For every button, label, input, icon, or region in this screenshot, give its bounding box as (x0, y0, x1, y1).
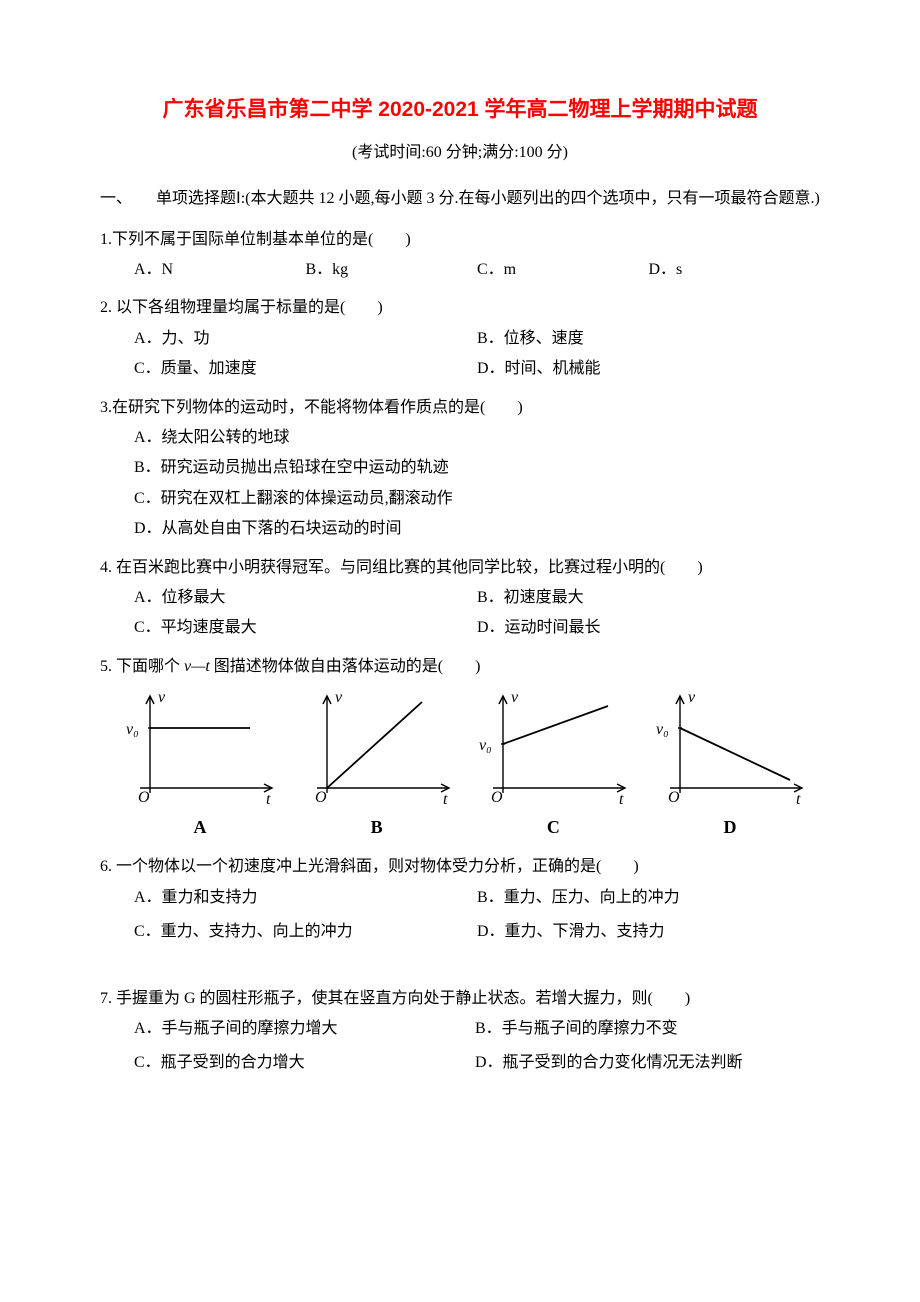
graph-c-ylabel: v (511, 689, 519, 706)
q3-opt-a: A．绕太阳公转的地球 (134, 423, 820, 453)
q7-opt-c: C．瓶子受到的合力增大 (134, 1048, 415, 1078)
graph-d-origin: O (668, 789, 680, 806)
graph-d-svg: v v₀ O t (650, 688, 810, 808)
graph-a-svg: v v₀ O t (120, 688, 280, 808)
q4-opt-d: D．运动时间最长 (477, 613, 820, 643)
q2-opt-a: A．力、功 (134, 324, 477, 354)
graph-a-origin: O (138, 789, 150, 806)
question-2: 2. 以下各组物理量均属于标量的是( ) A．力、功 B．位移、速度 C．质量、… (100, 293, 820, 384)
question-7: 7. 手握重为 G 的圆柱形瓶子，使其在竖直方向处于静止状态。若增大握力，则( … (100, 984, 820, 1079)
q6-opt-d: D．重力、下滑力、支持力 (477, 917, 820, 947)
q5-text: 5. 下面哪个 v—t 图描述物体做自由落体运动的是( ) (100, 652, 820, 682)
q1-opt-c: C．m (477, 255, 649, 285)
section-num: 一、 (100, 184, 132, 214)
q3-opt-c: C．研究在双杠上翻滚的体操运动员,翻滚动作 (134, 484, 820, 514)
q1-opt-a: A．N (134, 255, 306, 285)
exam-subtitle: (考试时间:60 分钟;满分:100 分) (100, 138, 820, 168)
q7-text: 7. 手握重为 G 的圆柱形瓶子，使其在竖直方向处于静止状态。若增大握力，则( … (100, 984, 820, 1014)
q2-opt-d: D．时间、机械能 (477, 354, 820, 384)
graph-b-ylabel: v (335, 689, 343, 706)
graph-a-v0: v₀ (126, 721, 139, 738)
q3-text: 3.在研究下列物体的运动时，不能将物体看作质点的是( ) (100, 393, 820, 423)
graph-a-label: A (120, 810, 280, 844)
graph-c-svg: v v₀ O t (473, 688, 633, 808)
q3-opt-b: B．研究运动员抛出点铅球在空中运动的轨迹 (134, 453, 820, 483)
q5-var: v—t (184, 658, 214, 675)
q1-opt-d: D．s (649, 255, 821, 285)
q7-opt-b: B．手与瓶子间的摩擦力不变 (475, 1014, 820, 1044)
question-4: 4. 在百米跑比赛中小明获得冠军。与同组比赛的其他同学比较，比赛过程小明的( )… (100, 553, 820, 644)
q6-opt-c: C．重力、支持力、向上的冲力 (134, 917, 477, 947)
q5-suffix: 图描述物体做自由落体运动的是( ) (214, 658, 481, 675)
graph-d-label: D (650, 810, 810, 844)
q7-opt-a: A．手与瓶子间的摩擦力增大 (134, 1014, 415, 1044)
q6-opt-b: B．重力、压力、向上的冲力 (477, 883, 820, 913)
q6-opt-a: A．重力和支持力 (134, 883, 477, 913)
graph-b-xlabel: t (443, 791, 448, 808)
question-6: 6. 一个物体以一个初速度冲上光滑斜面，则对物体受力分析，正确的是( ) A．重… (100, 852, 820, 947)
graph-b-svg: v O t (297, 688, 457, 808)
q6-text: 6. 一个物体以一个初速度冲上光滑斜面，则对物体受力分析，正确的是( ) (100, 852, 820, 882)
q4-text: 4. 在百米跑比赛中小明获得冠军。与同组比赛的其他同学比较，比赛过程小明的( ) (100, 553, 820, 583)
q5-graphs: v v₀ O t A v O t B (100, 688, 820, 844)
q1-text: 1.下列不属于国际单位制基本单位的是( ) (100, 225, 820, 255)
graph-d-xlabel: t (796, 791, 801, 808)
question-5: 5. 下面哪个 v—t 图描述物体做自由落体运动的是( ) v v₀ O t A (100, 652, 820, 845)
q5-prefix: 5. 下面哪个 (100, 658, 184, 675)
graph-a-ylabel: v (158, 689, 166, 706)
graph-c-v0: v₀ (479, 737, 492, 754)
graph-a: v v₀ O t A (120, 688, 280, 844)
section-1-header: 一、 单项选择题Ⅰ:(本大题共 12 小题,每小题 3 分.在每小题列出的四个选… (100, 184, 820, 214)
graph-d-v0: v₀ (656, 721, 669, 738)
q2-opt-b: B．位移、速度 (477, 324, 820, 354)
q4-opt-b: B．初速度最大 (477, 583, 820, 613)
graph-d-ylabel: v (688, 689, 696, 706)
graph-a-xlabel: t (266, 791, 271, 808)
graph-c-xlabel: t (619, 791, 624, 808)
q4-opt-a: A．位移最大 (134, 583, 477, 613)
section-desc: 单项选择题Ⅰ:(本大题共 12 小题,每小题 3 分.在每小题列出的四个选项中，… (156, 184, 820, 214)
graph-d: v v₀ O t D (650, 688, 810, 844)
exam-title: 广东省乐昌市第二中学 2020-2021 学年高二物理上学期期中试题 (100, 90, 820, 130)
question-1: 1.下列不属于国际单位制基本单位的是( ) A．N B．kg C．m D．s (100, 225, 820, 286)
q2-opt-c: C．质量、加速度 (134, 354, 477, 384)
q1-opt-b: B．kg (306, 255, 478, 285)
graph-b: v O t B (297, 688, 457, 844)
q3-opt-d: D．从高处自由下落的石块运动的时间 (134, 514, 820, 544)
graph-b-label: B (297, 810, 457, 844)
q4-opt-c: C．平均速度最大 (134, 613, 477, 643)
question-3: 3.在研究下列物体的运动时，不能将物体看作质点的是( ) A．绕太阳公转的地球 … (100, 393, 820, 545)
graph-c-label: C (473, 810, 633, 844)
graph-b-origin: O (315, 789, 327, 806)
graph-c: v v₀ O t C (473, 688, 633, 844)
q7-opt-d: D．瓶子受到的合力变化情况无法判断 (475, 1048, 820, 1078)
graph-c-origin: O (491, 789, 503, 806)
q2-text: 2. 以下各组物理量均属于标量的是( ) (100, 293, 820, 323)
